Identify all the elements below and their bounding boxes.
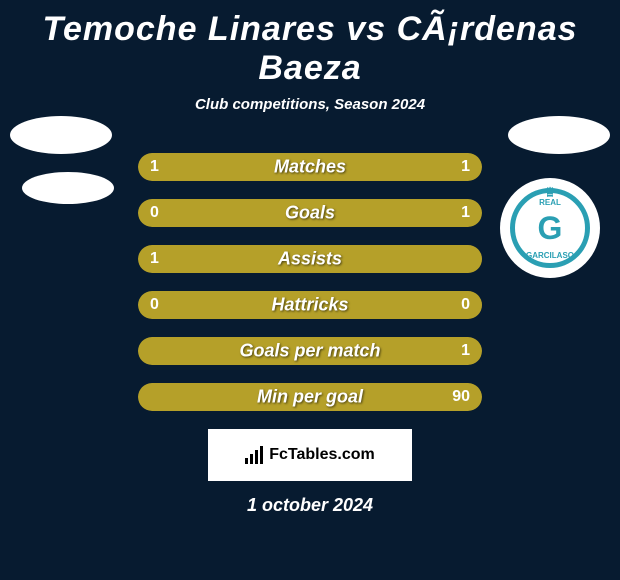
stat-bar: Min per goal 90 — [138, 383, 482, 411]
bar-fill-right — [200, 199, 482, 227]
stat-row: Assists 1 — [0, 245, 620, 273]
bar-fill-left — [138, 199, 200, 227]
chart-icon — [245, 446, 263, 464]
stat-value-left: 0 — [150, 296, 159, 314]
stat-row: Hattricks 0 0 — [0, 291, 620, 319]
stat-bar: Goals 0 1 — [138, 199, 482, 227]
stat-value-right: 90 — [452, 388, 470, 406]
stat-row: Min per goal 90 — [0, 383, 620, 411]
stats-area: Matches11Goals01Assists1Hattricks00Goals… — [0, 153, 620, 411]
stat-value-left: 1 — [150, 250, 159, 268]
stat-value-right: 0 — [461, 296, 470, 314]
stat-label: Goals — [285, 203, 335, 224]
stat-label: Goals per match — [239, 341, 380, 362]
ellipse-icon — [508, 116, 610, 154]
brand-text: FcTables.com — [269, 446, 375, 464]
subtitle: Club competitions, Season 2024 — [0, 96, 620, 113]
stat-bar: Matches 1 1 — [138, 153, 482, 181]
stat-value-right: 1 — [461, 342, 470, 360]
stat-bar: Assists 1 — [138, 245, 482, 273]
ellipse-icon — [10, 116, 112, 154]
stat-label: Matches — [274, 157, 346, 178]
bar-fill-left — [138, 337, 200, 365]
page-title: Temoche Linares vs CÃ¡rdenas Baeza — [0, 10, 620, 88]
stat-value-right: 1 — [461, 158, 470, 176]
stat-row: Goals 0 1 — [0, 199, 620, 227]
stat-label: Min per goal — [257, 387, 363, 408]
stat-bar: Goals per match 1 — [138, 337, 482, 365]
stat-row: Matches 1 1 — [0, 153, 620, 181]
brand-box: FcTables.com — [208, 429, 412, 481]
stat-row: Goals per match 1 — [0, 337, 620, 365]
player-left-badge-1 — [10, 116, 112, 154]
player-right-badge-1 — [508, 116, 610, 154]
stat-value-left: 0 — [150, 204, 159, 222]
stat-value-left: 1 — [150, 158, 159, 176]
bar-fill-left — [138, 383, 200, 411]
stat-label: Assists — [278, 249, 342, 270]
date-text: 1 october 2024 — [0, 495, 620, 516]
stat-bar: Hattricks 0 0 — [138, 291, 482, 319]
stat-label: Hattricks — [271, 295, 348, 316]
stat-value-right: 1 — [461, 204, 470, 222]
